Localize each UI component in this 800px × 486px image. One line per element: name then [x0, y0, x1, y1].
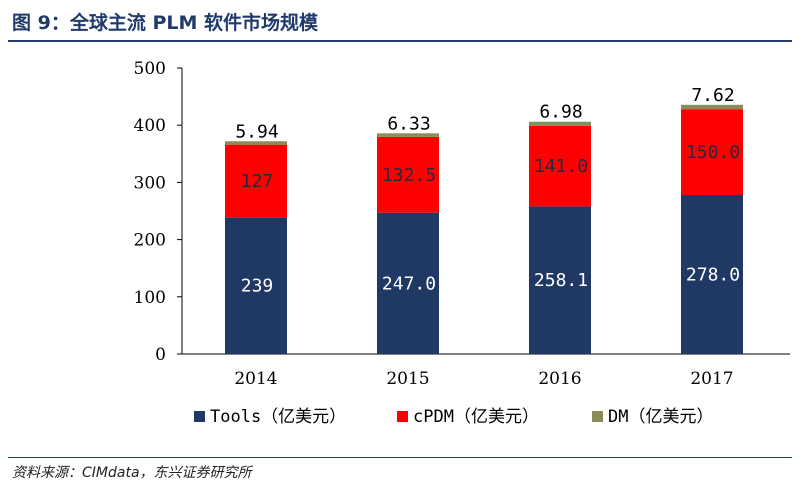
y-tick-label: 400	[134, 116, 166, 136]
y-tick-label: 300	[134, 173, 166, 193]
footer-divider	[8, 457, 792, 458]
data-label-2016-2: 6.98	[539, 102, 582, 123]
title-divider	[8, 40, 792, 42]
x-tick-label: 2015	[386, 369, 429, 389]
x-tick-label: 2014	[234, 369, 277, 389]
data-label-2017-2: 7.62	[691, 85, 734, 106]
data-label-2014-2: 5.94	[235, 121, 278, 142]
legend-label-0: Tools（亿美元）	[210, 407, 346, 427]
bar-cpdm-2015	[377, 136, 439, 213]
data-label-2015-1: 132.5	[382, 165, 436, 186]
data-label-2016-1: 141.0	[534, 156, 588, 177]
y-tick-label: 200	[134, 231, 166, 251]
legend-label-1: cPDM（亿美元）	[413, 407, 539, 427]
data-label-2015-0: 247.0	[382, 273, 436, 294]
legend-swatch-0	[194, 411, 205, 422]
x-tick-label: 2016	[538, 369, 581, 389]
bar-cpdm-2016	[529, 125, 591, 207]
data-label-2016-0: 258.1	[534, 270, 588, 291]
bar-tools-2017	[681, 194, 743, 354]
data-label-2014-0: 239	[241, 276, 274, 297]
stacked-bar-chart: 0 100 200 300 400 500 239 127 5.94 2014 247.0 132.5…	[134, 59, 790, 427]
bar-dm-2014	[225, 141, 287, 145]
bar-cpdm-2014	[225, 144, 287, 218]
bar-dm-2016	[529, 121, 591, 126]
x-tick-label: 2017	[690, 369, 733, 389]
legend-label-2: DM（亿美元）	[608, 407, 713, 427]
bar-tools-2014	[225, 217, 287, 354]
bar-tools-2016	[529, 206, 591, 354]
y-tick-label: 0	[155, 345, 166, 365]
legend-swatch-2	[592, 411, 603, 422]
bar-dm-2015	[377, 133, 439, 137]
bar-tools-2015	[377, 212, 439, 354]
data-label-2017-0: 278.0	[686, 264, 740, 285]
source-note: 资料来源：CIMdata，东兴证券研究所	[12, 465, 252, 481]
y-tick-label: 100	[134, 288, 166, 308]
data-label-2017-1: 150.0	[686, 142, 740, 163]
bar-dm-2017	[681, 104, 743, 110]
y-tick-label: 500	[134, 59, 166, 79]
data-label-2015-2: 6.33	[387, 113, 430, 134]
legend-swatch-1	[397, 411, 408, 422]
chart-title: 图 9：全球主流 PLM 软件市场规模	[12, 12, 319, 34]
bar-cpdm-2017	[681, 109, 743, 195]
data-label-2014-1: 127	[241, 171, 274, 192]
